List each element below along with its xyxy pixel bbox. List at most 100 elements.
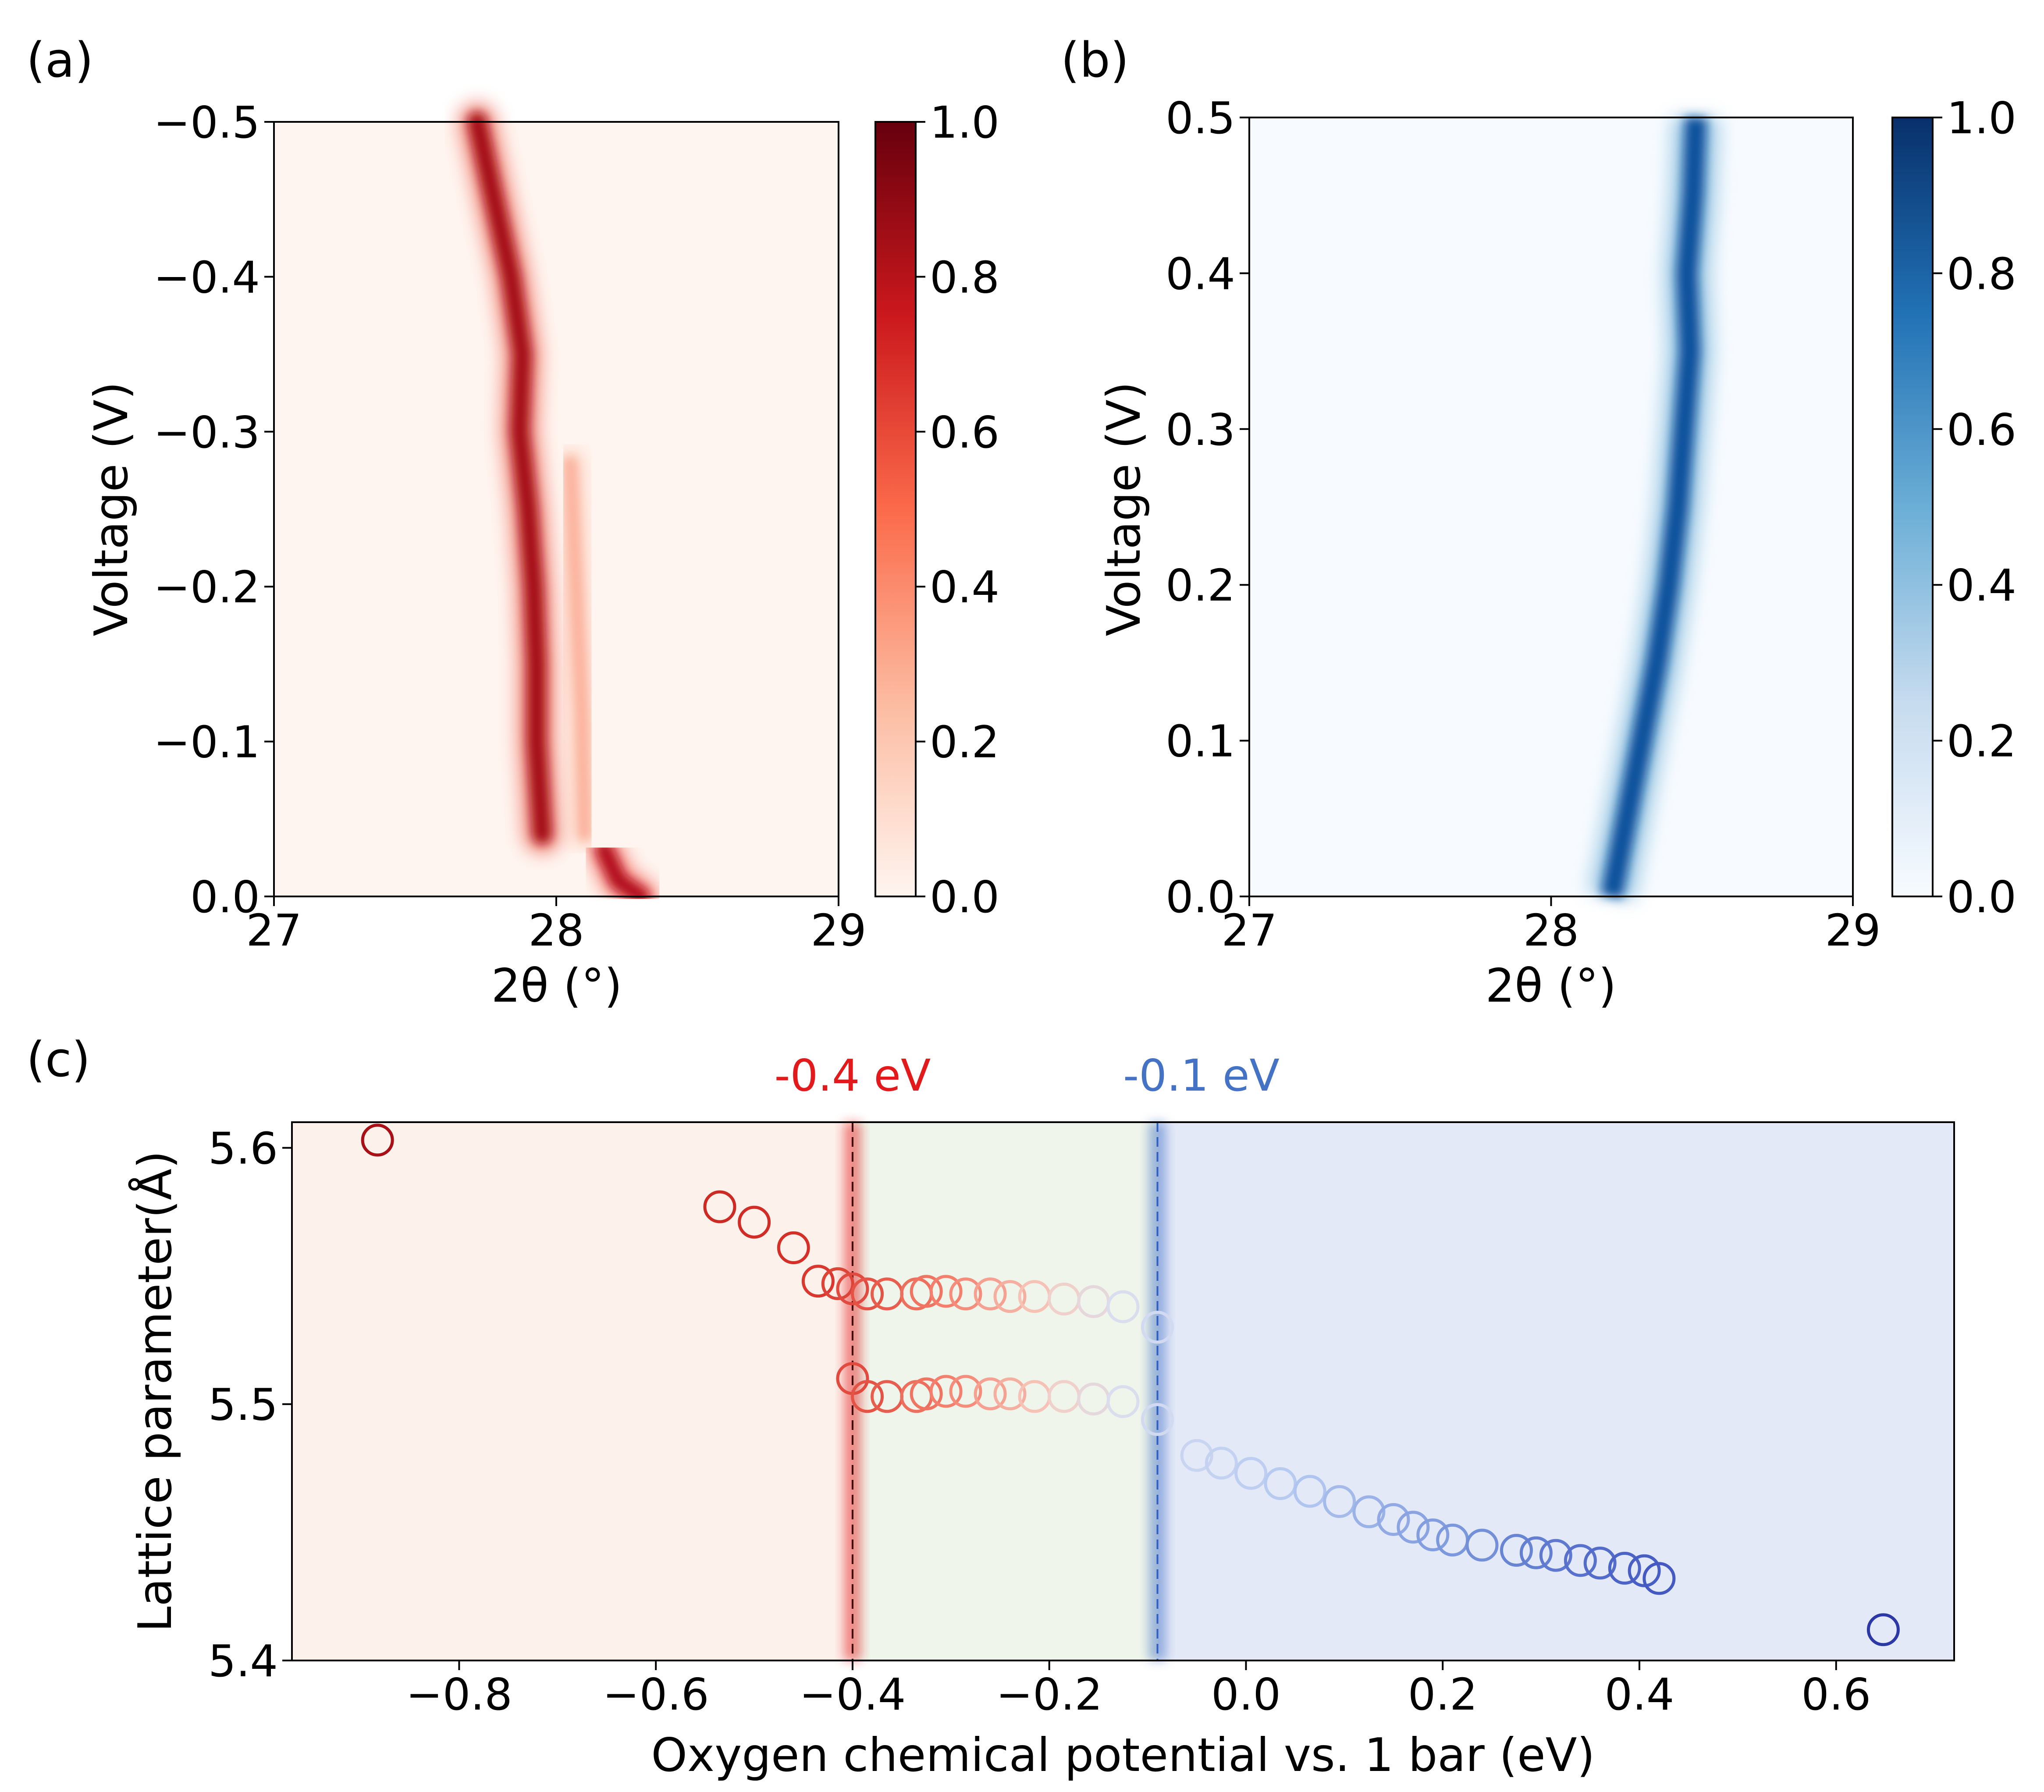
panel-b-y-ticks: 0.5 0.4 0.3 0.2 0.1 0.0 <box>1166 92 1249 923</box>
data-point-single-phase <box>1205 1447 1238 1480</box>
data-point-upper-branch <box>929 1275 963 1308</box>
data-point-upper-branch <box>703 1190 736 1223</box>
data-point-upper-branch <box>821 1267 854 1300</box>
panel-a-peak-track <box>467 112 552 844</box>
data-point-upper-branch <box>851 1277 884 1311</box>
panel-b: (b) 27 28 29 0.5 0.4 0.3 0.2 0.1 0.0 2θ (°) Vol… <box>1061 32 2016 1013</box>
panel-c: (c) −0.8 −0.6 −0.4 −0.2 0.0 0.2 0.4 0.6 5.45.55… <box>26 1031 1955 1782</box>
data-point-upper-branch <box>801 1265 835 1298</box>
panel-a-x-tick-label: 29 <box>810 905 866 956</box>
panel-c-data-points <box>361 1124 1900 1646</box>
data-point-single-phase <box>1293 1475 1326 1508</box>
panel-a-colorbar-tick-label: 0.2 <box>930 717 999 768</box>
panel-a-colorbar-tick-label: 0.4 <box>930 562 999 613</box>
data-point-upper-branch <box>361 1124 394 1157</box>
panel-c-y-tick-label: 5.5 <box>208 1379 278 1430</box>
panel-a-colorbar-tick-label: 1.0 <box>930 97 999 148</box>
panel-a-colorbar <box>874 121 917 897</box>
data-point-single-phase <box>1323 1485 1356 1518</box>
panel-a-y-label: Voltage (V) <box>85 382 138 636</box>
panel-b-colorbar <box>1891 117 1934 897</box>
data-point-upper-branch <box>993 1280 1027 1313</box>
panel-b-x-label: 2θ (°) <box>1486 959 1617 1013</box>
data-point-upper-branch <box>974 1277 1007 1311</box>
panel-a-colorbar-tick-label: 0.6 <box>930 407 999 458</box>
panel-b-colorbar-tick-label: 0.4 <box>1947 560 2016 611</box>
data-point-single-phase <box>1642 1562 1676 1595</box>
data-point-lower-branch <box>993 1377 1027 1411</box>
panel-c-x-tick-label: 0.0 <box>1211 1669 1281 1720</box>
panel-b-y-tick-label: 0.0 <box>1166 871 1235 923</box>
panel-b-y-tick-label: 0.3 <box>1166 404 1235 455</box>
panel-b-x-tick-label: 27 <box>1221 905 1277 956</box>
data-point-upper-branch <box>738 1205 771 1239</box>
panel-c-x-tick-label: −0.4 <box>800 1669 906 1720</box>
data-point-upper-branch <box>949 1277 982 1311</box>
panel-a-y-tick-label: −0.3 <box>153 407 260 458</box>
panel-b-letter: (b) <box>1061 32 1129 88</box>
data-point-upper-branch <box>910 1275 943 1308</box>
panel-b-colorbar-ticks: 0.0 0.2 0.4 0.6 0.8 1.0 <box>1933 92 2016 923</box>
panel-a-y-ticks: −0.5 −0.4 −0.3 −0.2 −0.1 0.0 <box>153 97 274 923</box>
panel-b-peak-tracks <box>1588 116 1720 901</box>
data-point-single-phase <box>1416 1518 1450 1551</box>
panel-c-x-tick-label: −0.8 <box>406 1669 512 1720</box>
panel-b-colorbar-tick-label: 0.2 <box>1947 716 2016 767</box>
threshold-blue-label: -0.1 eV <box>1123 1050 1280 1101</box>
data-point-lower-branch <box>910 1377 943 1411</box>
panel-a: (a) 27 28 29 −0.5 −0.4 −0.3 −0.2 −0.1 0.0 2θ (°… <box>26 32 999 1013</box>
data-point-single-phase <box>1352 1495 1386 1529</box>
panel-a-x-tick-label: 28 <box>528 905 584 956</box>
panel-c-x-tick-label: 0.4 <box>1604 1669 1674 1720</box>
panel-b-y-tick-label: 0.1 <box>1166 716 1235 767</box>
data-point-single-phase <box>1519 1536 1553 1569</box>
panel-a-y-tick-label: −0.1 <box>153 717 260 768</box>
panel-c-x-label: Oxygen chemical potential vs. 1 bar (eV) <box>651 1728 1595 1782</box>
data-point-single-phase <box>1234 1457 1268 1490</box>
data-point-single-phase <box>1583 1547 1617 1580</box>
data-point-single-phase <box>1866 1613 1900 1646</box>
panel-a-x-tick-label: 27 <box>246 905 302 956</box>
panel-a-y-tick-label: −0.5 <box>153 97 260 148</box>
data-point-single-phase <box>1539 1539 1572 1572</box>
panel-a-y-tick-label: 0.0 <box>190 871 260 923</box>
panel-a-colorbar-tick-label: 0.0 <box>930 871 999 923</box>
data-point-lower-branch <box>974 1377 1007 1411</box>
panel-a-x-label: 2θ (°) <box>491 959 622 1013</box>
panel-b-colorbar-tick-label: 1.0 <box>1947 92 2016 144</box>
data-point-single-phase <box>1500 1534 1533 1567</box>
data-point-upper-branch <box>777 1231 810 1264</box>
panel-c-y-tick-label: 5.4 <box>208 1636 278 1687</box>
panel-c-x-tick-label: −0.2 <box>996 1669 1102 1720</box>
panel-c-phase-regions <box>292 1122 1954 1660</box>
panel-b-y-tick-label: 0.4 <box>1166 248 1235 299</box>
panel-b-colorbar-tick-label: 0.6 <box>1947 404 2016 455</box>
data-point-single-phase <box>1608 1552 1641 1585</box>
region-low-potential <box>292 1122 853 1660</box>
data-point-lower-branch <box>1141 1403 1174 1436</box>
panel-b-colorbar-tick-label: 0.0 <box>1947 871 2016 923</box>
data-point-upper-branch <box>836 1272 869 1305</box>
panel-c-plot-frame <box>291 1121 1955 1661</box>
panel-a-y-tick-label: −0.4 <box>153 252 260 303</box>
panel-a-letter: (a) <box>26 32 93 88</box>
panel-b-y-label: Voltage (V) <box>1097 382 1151 636</box>
data-point-lower-branch <box>1106 1385 1140 1418</box>
data-point-single-phase <box>1377 1503 1410 1536</box>
panel-c-letter: (c) <box>26 1031 90 1088</box>
data-point-lower-branch <box>949 1375 982 1408</box>
panel-a-peak-tracks <box>457 102 659 914</box>
panel-a-x-ticks: 27 28 29 <box>246 896 867 956</box>
panel-c-y-label: Lattice parameter(Å) <box>128 1151 182 1632</box>
panel-c-x-ticks: −0.8 −0.6 −0.4 −0.2 0.0 0.2 0.4 0.6 <box>406 1660 1871 1720</box>
data-point-single-phase <box>1180 1439 1213 1472</box>
panel-c-x-tick-label: 0.6 <box>1801 1669 1871 1720</box>
panel-c-y-ticks: 5.4 5.5 5.6 <box>208 1123 292 1687</box>
threshold-red-label: -0.4 eV <box>775 1050 931 1101</box>
data-point-lower-branch <box>851 1380 884 1413</box>
panel-c-x-tick-label: 0.2 <box>1408 1669 1478 1720</box>
data-point-single-phase <box>1564 1544 1597 1577</box>
panel-b-x-ticks: 27 28 29 <box>1221 896 1881 956</box>
panel-a-y-tick-label: −0.2 <box>153 562 260 613</box>
